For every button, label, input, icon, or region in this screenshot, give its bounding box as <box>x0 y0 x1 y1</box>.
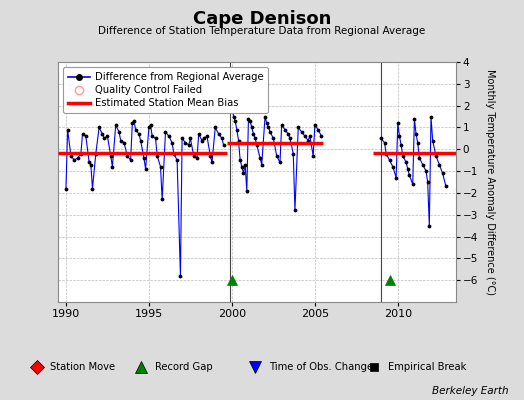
Text: Berkeley Earth: Berkeley Earth <box>432 386 508 396</box>
Text: Record Gap: Record Gap <box>155 362 213 372</box>
Text: Difference of Station Temperature Data from Regional Average: Difference of Station Temperature Data f… <box>99 26 425 36</box>
Y-axis label: Monthly Temperature Anomaly Difference (°C): Monthly Temperature Anomaly Difference (… <box>485 69 495 295</box>
Text: Empirical Break: Empirical Break <box>388 362 466 372</box>
Text: Cape Denison: Cape Denison <box>193 10 331 28</box>
Text: Station Move: Station Move <box>50 362 115 372</box>
Legend: Difference from Regional Average, Quality Control Failed, Estimated Station Mean: Difference from Regional Average, Qualit… <box>63 67 268 113</box>
Text: Time of Obs. Change: Time of Obs. Change <box>269 362 373 372</box>
